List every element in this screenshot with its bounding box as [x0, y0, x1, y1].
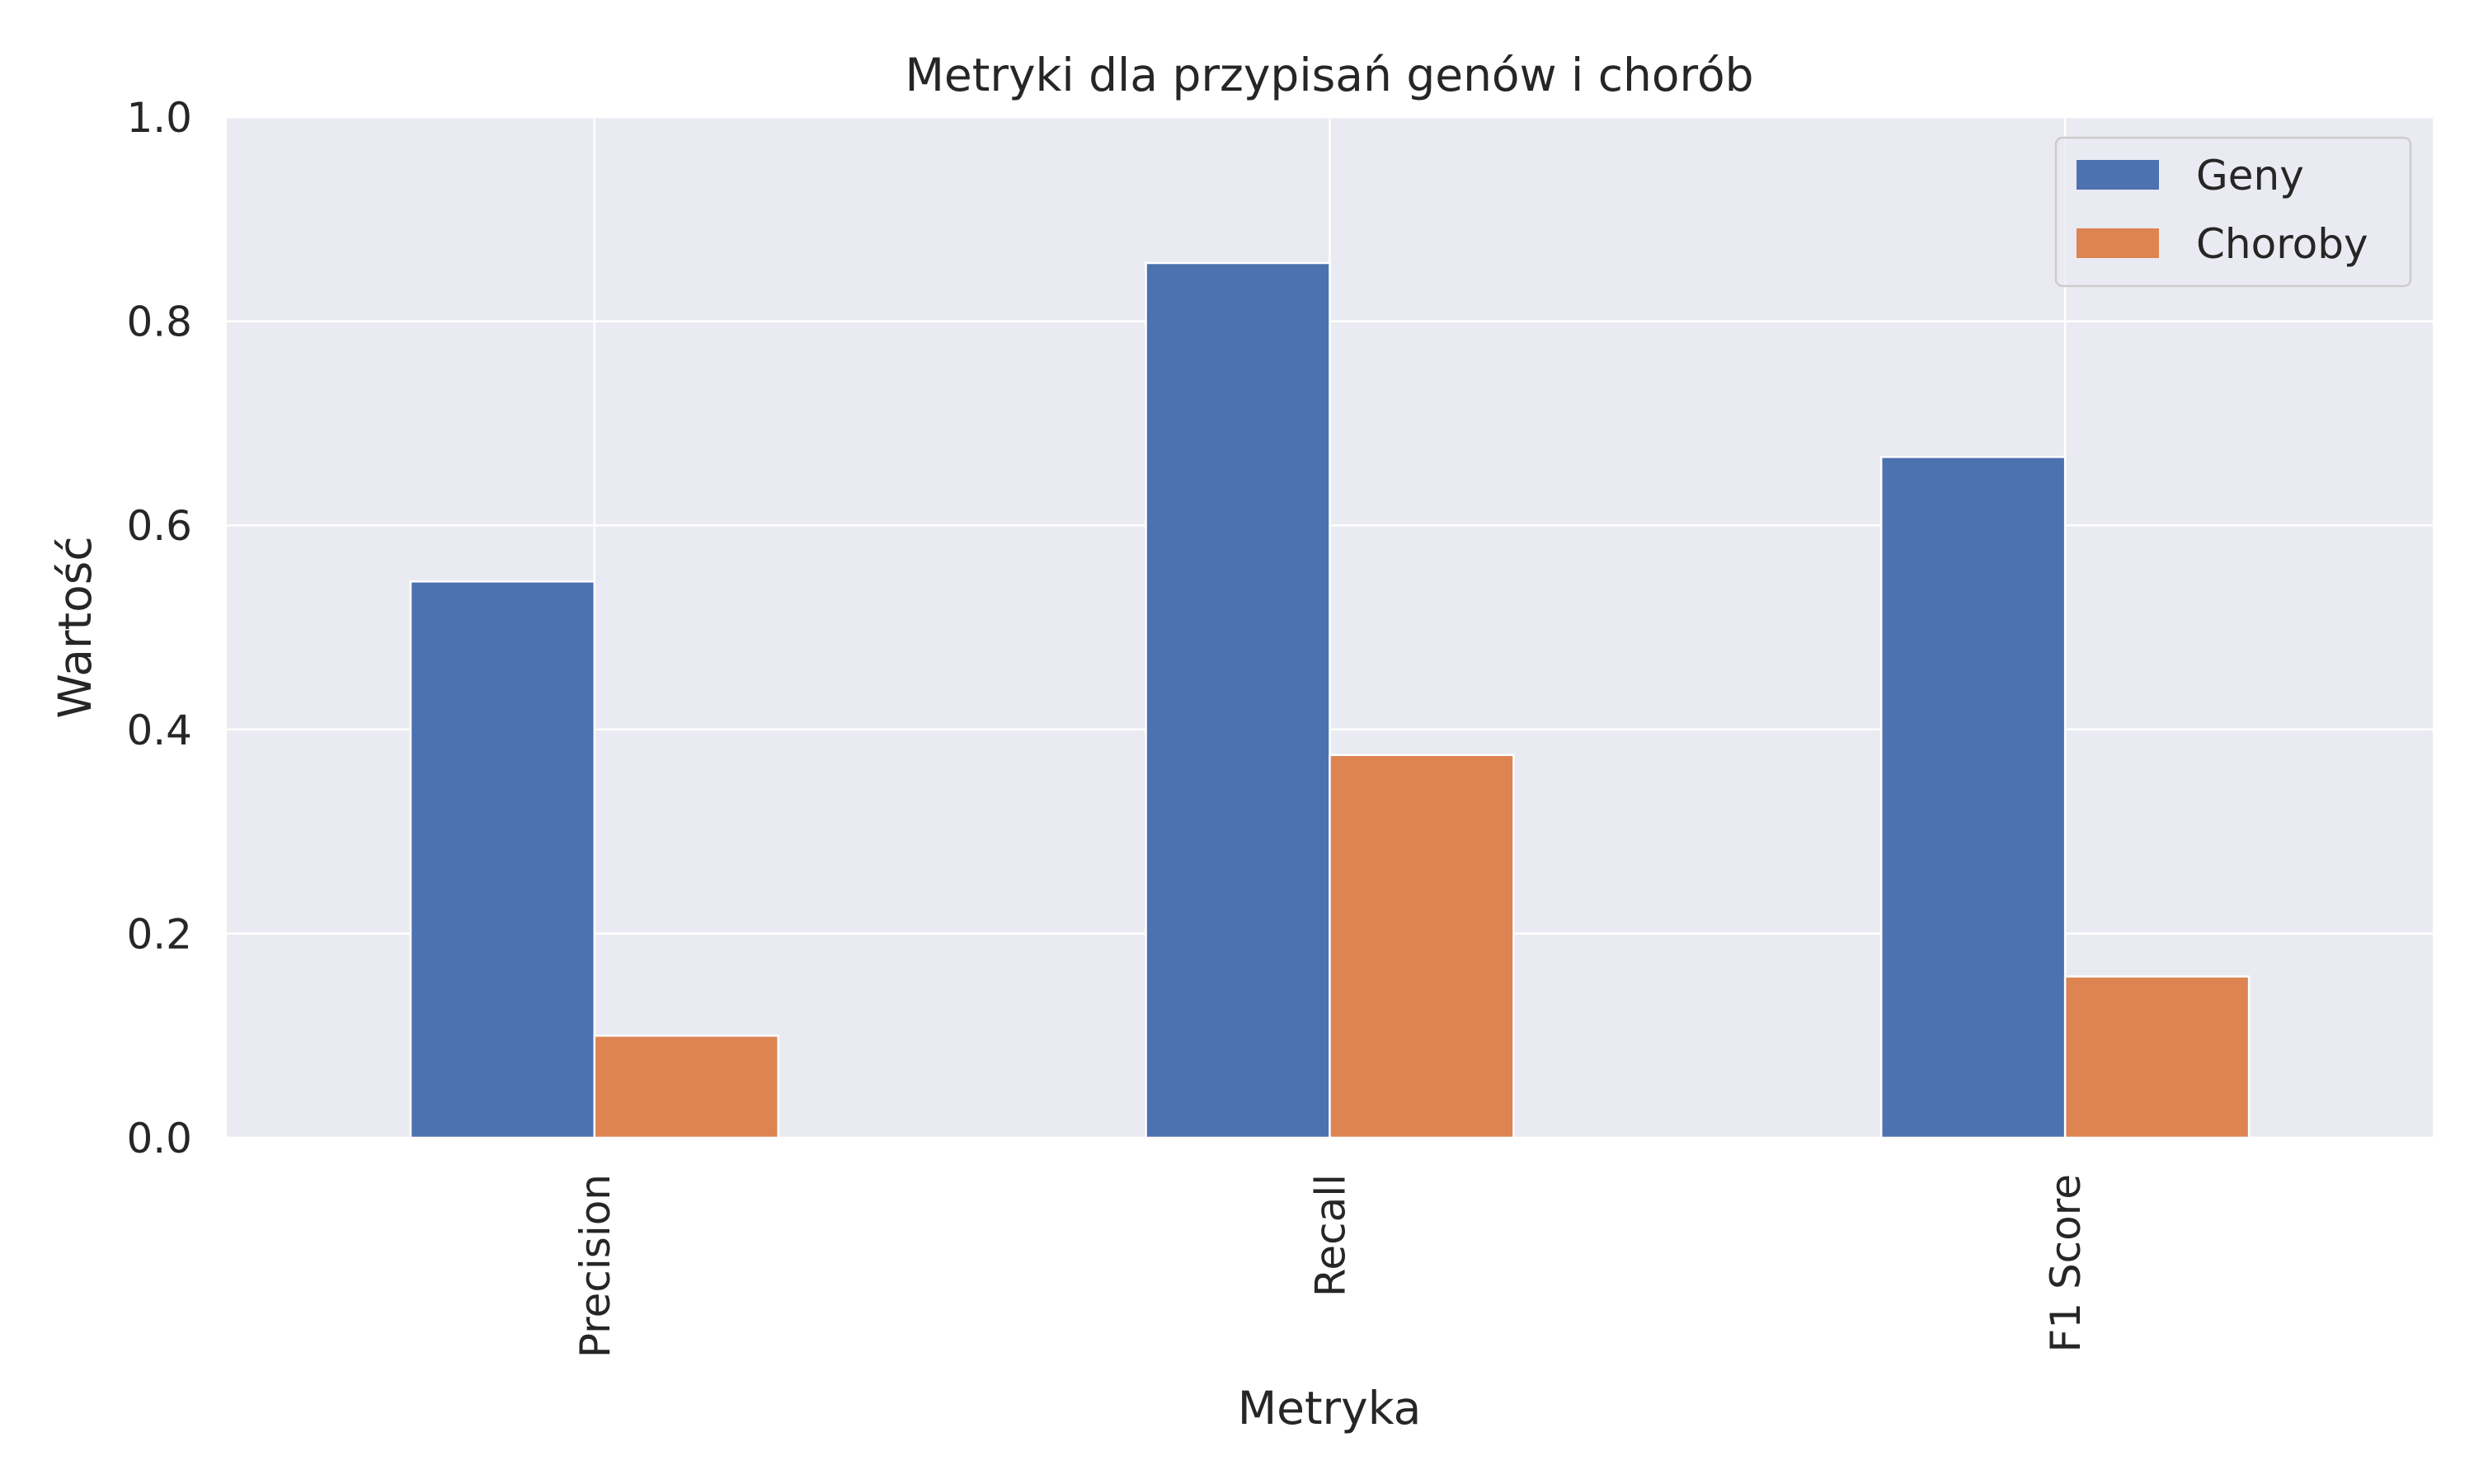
y-tick-label: 1.0 [126, 94, 192, 142]
legend-swatch [2077, 160, 2159, 190]
x-tick-labels: Precision Recall F1 Score [571, 1174, 2090, 1358]
chart-title: Metryki dla przypisań genów i chorób [905, 49, 1753, 101]
x-tick-label: F1 Score [2042, 1174, 2090, 1353]
y-tick-label: 0.2 [126, 910, 192, 958]
x-tick-label: Precision [571, 1174, 619, 1358]
legend: Geny Choroby [2054, 136, 2412, 288]
bars [409, 261, 2251, 1139]
y-tick-label: 0.0 [126, 1115, 192, 1162]
legend-swatch [2077, 228, 2159, 258]
x-tick-label: Recall [1307, 1174, 1355, 1297]
y-axis-label: Wartość [49, 536, 101, 718]
y-tick-label: 0.8 [126, 298, 192, 346]
legend-label: Geny [2196, 152, 2304, 200]
bar-choroby-f1-score [2063, 975, 2251, 1139]
y-tick-labels: 0.0 0.2 0.4 0.6 0.8 1.0 [126, 94, 192, 1162]
y-tick-label: 0.6 [126, 502, 192, 550]
bar-geny-f1-score [1880, 456, 2067, 1139]
legend-label: Choroby [2196, 220, 2368, 268]
bar-geny-precision [409, 580, 596, 1139]
bar-choroby-precision [593, 1034, 779, 1139]
x-axis-label: Metryka [1238, 1382, 1422, 1435]
bar-geny-recall [1145, 261, 1331, 1139]
y-tick-label: 0.4 [126, 707, 192, 754]
bar-choroby-recall [1329, 754, 1515, 1139]
